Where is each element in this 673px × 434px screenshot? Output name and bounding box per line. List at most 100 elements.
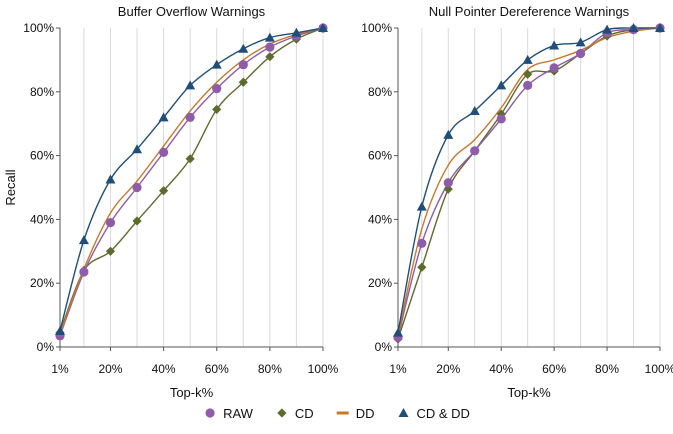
legend-label: RAW — [223, 406, 254, 421]
legend-label: DD — [356, 406, 375, 421]
x-tick-label: 40% — [152, 362, 176, 376]
x-axis-label: Top-k% — [170, 385, 214, 400]
y-tick-label: 80% — [30, 85, 54, 99]
x-axis-label: Top-k% — [507, 385, 551, 400]
y-tick-label: 20% — [30, 276, 54, 290]
legend-item-dd: DD — [336, 406, 375, 421]
series-line-raw — [59, 27, 324, 337]
legend-marker-cd — [277, 408, 287, 418]
data-point-cd-and-dd — [575, 37, 586, 47]
series-line-dd — [59, 27, 324, 335]
y-axis-label: Recall — [3, 169, 18, 205]
series-line-cd-and-dd — [397, 27, 661, 333]
data-point-cd-and-dd — [655, 23, 665, 32]
legend-label: CD & DD — [416, 406, 469, 421]
y-tick-label: 40% — [30, 212, 54, 226]
data-point-cd — [238, 77, 248, 87]
data-point-cd-and-dd — [522, 54, 533, 64]
data-point-cd-and-dd — [132, 144, 143, 154]
legend-marker-cd-and-dd — [398, 408, 409, 417]
data-point-cd-and-dd — [549, 40, 560, 50]
data-point-cd-and-dd — [158, 112, 169, 122]
data-point-cd — [443, 184, 453, 194]
data-point-raw — [496, 114, 506, 124]
legend-item-cd: CD — [277, 406, 314, 421]
series-line-cd — [59, 27, 324, 333]
x-tick-label: 100% — [308, 362, 339, 376]
data-point-cd-and-dd — [291, 27, 302, 37]
data-point-cd-and-dd — [238, 43, 249, 53]
data-point-cd-and-dd — [105, 174, 116, 184]
chart-panels: 0% 20% 40% 60% 80% 100% 1% 20% 40% 60% 80% 100% Buff… — [3, 4, 673, 400]
data-point-cd — [417, 262, 427, 272]
chart-panel-2: 0% 20% 40% 60% 80% 100% 1% 20% 40% 60% 80% 100% Null… — [361, 4, 673, 400]
data-point-cd-and-dd — [393, 327, 403, 337]
data-point-cd-and-dd — [496, 80, 507, 90]
y-tick-label: 40% — [368, 212, 392, 226]
data-point-raw — [132, 182, 142, 193]
series-line-dd — [397, 27, 661, 336]
x-tick-label: 1% — [51, 362, 69, 376]
data-point-cd-and-dd — [443, 129, 454, 139]
data-point-raw — [470, 146, 480, 156]
data-point-cd-and-dd — [211, 59, 222, 69]
x-tick-label: 20% — [436, 362, 460, 376]
x-tick-label: 60% — [542, 362, 566, 376]
legend: RAW CD DD CD & DD — [205, 406, 470, 421]
series-markers-cd — [55, 23, 328, 338]
series-markers-raw — [55, 23, 328, 341]
legend-marker-dd — [336, 411, 349, 415]
data-point-cd-and-dd — [55, 326, 65, 336]
data-point-cd-and-dd — [416, 201, 427, 211]
x-tick-label: 40% — [489, 362, 513, 376]
x-tick-label: 1% — [389, 362, 407, 376]
data-point-raw — [576, 48, 586, 59]
data-point-raw — [185, 112, 195, 122]
y-tick-label: 0% — [375, 340, 393, 354]
legend-item-raw: RAW — [205, 406, 254, 421]
series-line-cd-and-dd — [59, 27, 324, 332]
legend-item-cd-and-dd: CD & DD — [398, 406, 470, 421]
data-point-cd — [105, 246, 116, 256]
y-tick-label: 80% — [368, 85, 392, 99]
x-tick-label: 20% — [98, 362, 122, 376]
data-point-raw — [238, 60, 248, 70]
chart-title: Buffer Overflow Warnings — [118, 4, 266, 19]
data-point-cd-and-dd — [318, 23, 328, 32]
data-point-cd — [212, 104, 222, 114]
y-tick-label: 60% — [368, 149, 392, 163]
data-point-raw — [443, 178, 453, 188]
data-point-raw — [212, 84, 222, 94]
data-point-cd — [159, 186, 169, 196]
series-markers-cd-and-dd — [55, 23, 328, 336]
x-tick-label: 100% — [645, 362, 673, 376]
data-point-raw — [417, 238, 427, 248]
data-point-cd — [496, 109, 506, 119]
data-point-cd-and-dd — [602, 24, 613, 34]
legend-marker-raw — [205, 408, 215, 418]
data-point-raw — [265, 42, 275, 52]
data-point-cd — [265, 52, 275, 62]
data-point-raw — [159, 147, 169, 158]
data-point-cd-and-dd — [78, 235, 89, 245]
y-tick-label: 100% — [23, 21, 54, 35]
y-tick-label: 0% — [37, 340, 55, 354]
data-point-raw — [105, 217, 116, 228]
chart-title: Null Pointer Dereference Warnings — [429, 4, 630, 19]
series-markers-cd — [393, 23, 665, 344]
x-tick-label: 80% — [258, 362, 282, 376]
data-point-raw — [523, 80, 533, 91]
series-markers-cd-and-dd — [393, 23, 665, 337]
data-point-cd-and-dd — [264, 32, 275, 42]
legend-label: CD — [295, 406, 314, 421]
data-point-cd — [132, 216, 142, 226]
y-tick-label: 100% — [361, 21, 392, 35]
data-point-raw — [549, 63, 559, 73]
chart-panel-1: 0% 20% 40% 60% 80% 100% 1% 20% 40% 60% 80% 100% Buff… — [3, 4, 339, 400]
data-point-cd — [523, 69, 533, 79]
y-tick-label: 20% — [368, 276, 392, 290]
data-point-raw — [79, 267, 89, 277]
x-tick-label: 80% — [595, 362, 619, 376]
x-tick-label: 60% — [205, 362, 229, 376]
